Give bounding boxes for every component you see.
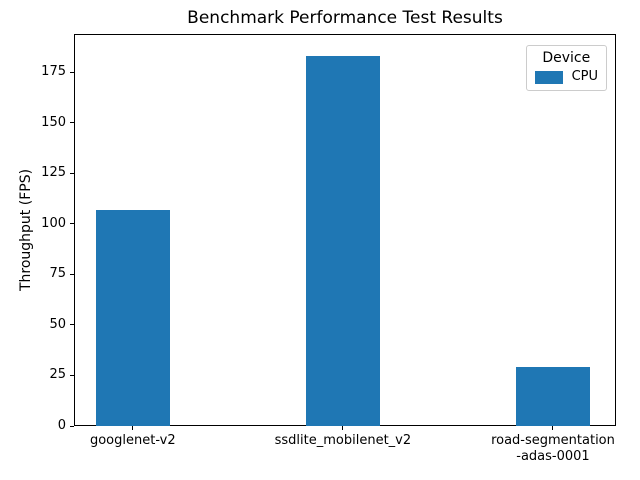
bar-road-segmentation--adas-0001 [516, 366, 590, 426]
legend-title: Device [542, 50, 591, 66]
y-tick-label: 0 [57, 418, 66, 433]
y-tick-label: 75 [49, 266, 66, 282]
bar-googlenet-v2 [96, 209, 170, 426]
y-tick-mark [70, 122, 74, 124]
y-tick-mark [70, 71, 74, 73]
y-tick-mark [70, 324, 74, 326]
y-tick-label: 125 [41, 165, 66, 181]
y-tick-label: 175 [41, 64, 66, 80]
x-tick-label: road-segmentation -adas-0001 [491, 433, 615, 464]
chart-title: Benchmark Performance Test Results [187, 8, 503, 28]
y-tick-mark [70, 172, 74, 174]
legend-entry-label: CPU [571, 69, 598, 84]
y-tick-mark [70, 223, 74, 225]
y-tick-label: 150 [41, 114, 66, 130]
x-tick-mark [132, 426, 134, 430]
y-tick-mark [70, 374, 74, 376]
legend-entry: CPU [534, 69, 598, 84]
y-tick-label: 50 [49, 316, 66, 332]
legend: Device CPU [525, 45, 607, 91]
bar-ssdlite_mobilenet_v2 [306, 55, 380, 426]
x-tick-mark [342, 426, 344, 430]
y-tick-label: 25 [49, 367, 66, 383]
y-tick-label: 100 [41, 215, 66, 231]
x-tick-mark [552, 426, 554, 430]
y-tick-mark [70, 425, 74, 427]
legend-swatch-cpu [534, 70, 563, 84]
y-tick-mark [70, 273, 74, 275]
x-tick-label: googlenet-v2 [89, 433, 176, 448]
x-tick-label: ssdlite_mobilenet_v2 [274, 433, 412, 448]
